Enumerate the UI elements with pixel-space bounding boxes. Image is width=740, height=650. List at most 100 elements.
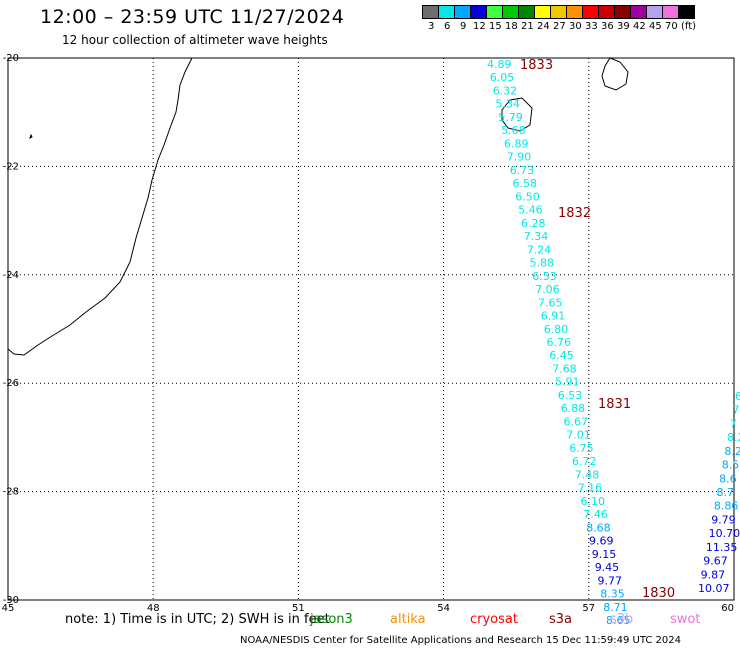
track-time-label: 1832 xyxy=(558,206,591,221)
wave-height-label: 9.77 xyxy=(598,574,623,587)
legend-label: 21 xyxy=(521,21,534,32)
latitude-tick-label: -30 xyxy=(3,595,19,606)
legend-label: 3 xyxy=(428,21,435,32)
longitude-tick-label: 48 xyxy=(147,603,160,614)
wave-height-label: 7.46 xyxy=(583,508,608,521)
footer-credit: NOAA/NESDIS Center for Satellite Applica… xyxy=(240,635,682,646)
wave-height-label: 7.90 xyxy=(507,151,532,164)
legend-label: 42 xyxy=(633,21,646,32)
wave-height-label: 7.01 xyxy=(566,429,591,442)
wave-height-label: 7.48 xyxy=(575,468,600,481)
wave-height-label: 9.45 xyxy=(595,561,620,574)
wave-height-label: 6.73 xyxy=(510,164,535,177)
wave-height-label: 6.89 xyxy=(504,137,529,150)
madagascar-islet xyxy=(29,133,33,139)
satellite-name: s3b xyxy=(610,612,634,627)
longitude-tick-label: 51 xyxy=(292,603,305,614)
map-frame xyxy=(7,57,735,601)
graticule-grid xyxy=(7,57,735,601)
wave-height-label: 8.5 xyxy=(722,459,740,472)
satellite-name: cryosat xyxy=(470,612,518,627)
satellite-name: swot xyxy=(670,612,701,627)
wave-height-label: 8.7 xyxy=(717,486,735,499)
wave-height-label: 5.34 xyxy=(496,98,521,111)
axis-tick-labels: 45 48 51 54 57 60 -20 -22 -24 -26 -28 -30 xyxy=(2,53,734,614)
wave-height-label: 9.15 xyxy=(592,548,617,561)
legend-label: 30 xyxy=(569,21,582,32)
wave-height-label: 6.32 xyxy=(493,85,518,98)
wave-height-label: 8.2 xyxy=(727,431,740,444)
wave-height-label: 6.72 xyxy=(572,455,597,468)
wave-height-label: 8.2 xyxy=(724,445,740,458)
latitude-tick-label: -26 xyxy=(3,378,19,389)
legend-label: 27 xyxy=(553,21,566,32)
wave-height-label: 7.16 xyxy=(578,482,603,495)
reunion-island-outline xyxy=(501,97,533,132)
wave-height-label: 6.05 xyxy=(490,71,515,84)
madagascar-coastline xyxy=(7,57,193,356)
latitude-tick-label: -22 xyxy=(3,161,19,172)
legend-label: 9 xyxy=(460,21,467,32)
wave-height-label: 9.69 xyxy=(589,535,614,548)
latitude-tick-label: -24 xyxy=(3,270,19,281)
legend-label: 45 xyxy=(649,21,662,32)
wave-height-label: 6.75 xyxy=(569,442,594,455)
wave-height-label: 5.91 xyxy=(555,376,580,389)
wave-height-label: 6.53 xyxy=(532,270,557,283)
track-time-label: 1833 xyxy=(520,58,553,73)
legend-label: 36 xyxy=(601,21,614,32)
altimeter-tracks: 4.896.056.325.345.795.686.897.906.736.58… xyxy=(487,58,740,627)
wave-height-label: 8.86 xyxy=(714,500,739,513)
wave-height-label: 6.10 xyxy=(581,495,606,508)
chart-subtitle: 12 hour collection of altimeter wave hei… xyxy=(62,33,328,47)
wave-height-label: 8.65 xyxy=(606,614,631,627)
legend-label: 18 xyxy=(505,21,518,32)
legend-label: 12 xyxy=(473,21,486,32)
coastlines xyxy=(7,57,629,356)
wave-height-label: 7.34 xyxy=(524,230,549,243)
mauritius-island-outline xyxy=(601,57,629,91)
satellite-name: s3a xyxy=(549,612,573,627)
wave-height-label: 6.76 xyxy=(547,336,572,349)
wave-height-label: 8.35 xyxy=(600,588,625,601)
longitude-tick-label: 57 xyxy=(582,603,595,614)
track-time-labels: 1833 1832 1831 1830 xyxy=(520,58,675,601)
wave-height-label: 7.68 xyxy=(552,363,577,376)
wave-height-label: 6.45 xyxy=(549,349,574,362)
wave-height-label: 9.87 xyxy=(701,568,726,581)
wave-height-label: 8.71 xyxy=(603,601,628,614)
legend-label: 6 xyxy=(444,21,451,32)
track-time-label: 1830 xyxy=(642,586,675,601)
legend-swatch xyxy=(678,5,695,19)
legend-label: 39 xyxy=(617,21,630,32)
wave-height-label: 10.07 xyxy=(698,582,730,595)
footer-note: note: 1) Time is in UTC; 2) SWH is in fe… xyxy=(65,612,330,627)
wave-height-label: 6.80 xyxy=(544,323,569,336)
wave-height-label: 8.68 xyxy=(586,521,611,534)
wave-height-label: 7 xyxy=(730,417,737,430)
wave-height-label: 7 xyxy=(732,404,739,417)
wave-height-label: 5.46 xyxy=(518,204,543,217)
wave-height-color-legend xyxy=(422,5,695,19)
legend-label: 15 xyxy=(489,21,502,32)
wave-height-label: 6.28 xyxy=(521,217,546,230)
wave-height-label: 6.58 xyxy=(513,177,538,190)
wave-height-label: 6.50 xyxy=(515,190,540,203)
wave-height-label: 5.79 xyxy=(498,111,523,124)
wave-height-label: 8.6 xyxy=(719,472,737,485)
wave-height-label: 7.24 xyxy=(527,243,552,256)
track-time-label: 1831 xyxy=(598,397,631,412)
latitude-tick-label: -28 xyxy=(3,487,19,498)
satellite-name: jason3 xyxy=(310,612,353,627)
satellite-name: altika xyxy=(390,612,426,627)
longitude-tick-label: 54 xyxy=(437,603,450,614)
legend-label: 24 xyxy=(537,21,550,32)
legend-unit: (ft) xyxy=(681,21,697,32)
wave-height-label: 10.70 xyxy=(709,527,740,540)
latitude-tick-label: -20 xyxy=(3,53,19,64)
legend-label: 33 xyxy=(585,21,598,32)
wave-height-label: 6.88 xyxy=(561,402,586,415)
wave-height-label: 9.79 xyxy=(711,513,736,526)
wave-height-label: 6.91 xyxy=(541,310,566,323)
